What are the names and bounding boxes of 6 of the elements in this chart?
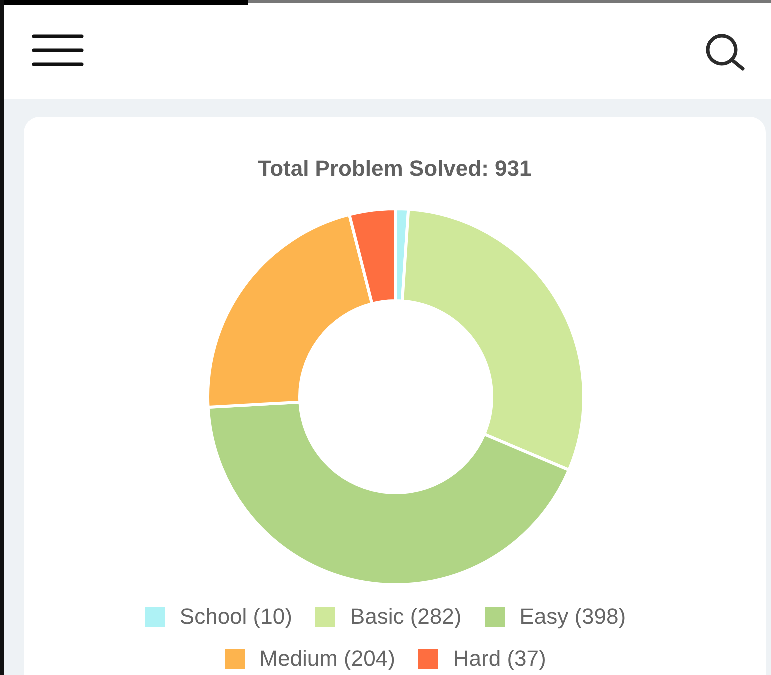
chart-title: Total Problem Solved: 931: [257, 156, 533, 182]
legend-label: Medium (204): [260, 646, 396, 672]
legend-label: School (10): [180, 604, 292, 630]
legend-label: Easy (398): [520, 604, 626, 630]
legend-label: Basic (282): [350, 604, 462, 630]
legend-label: Hard (37): [453, 646, 546, 672]
